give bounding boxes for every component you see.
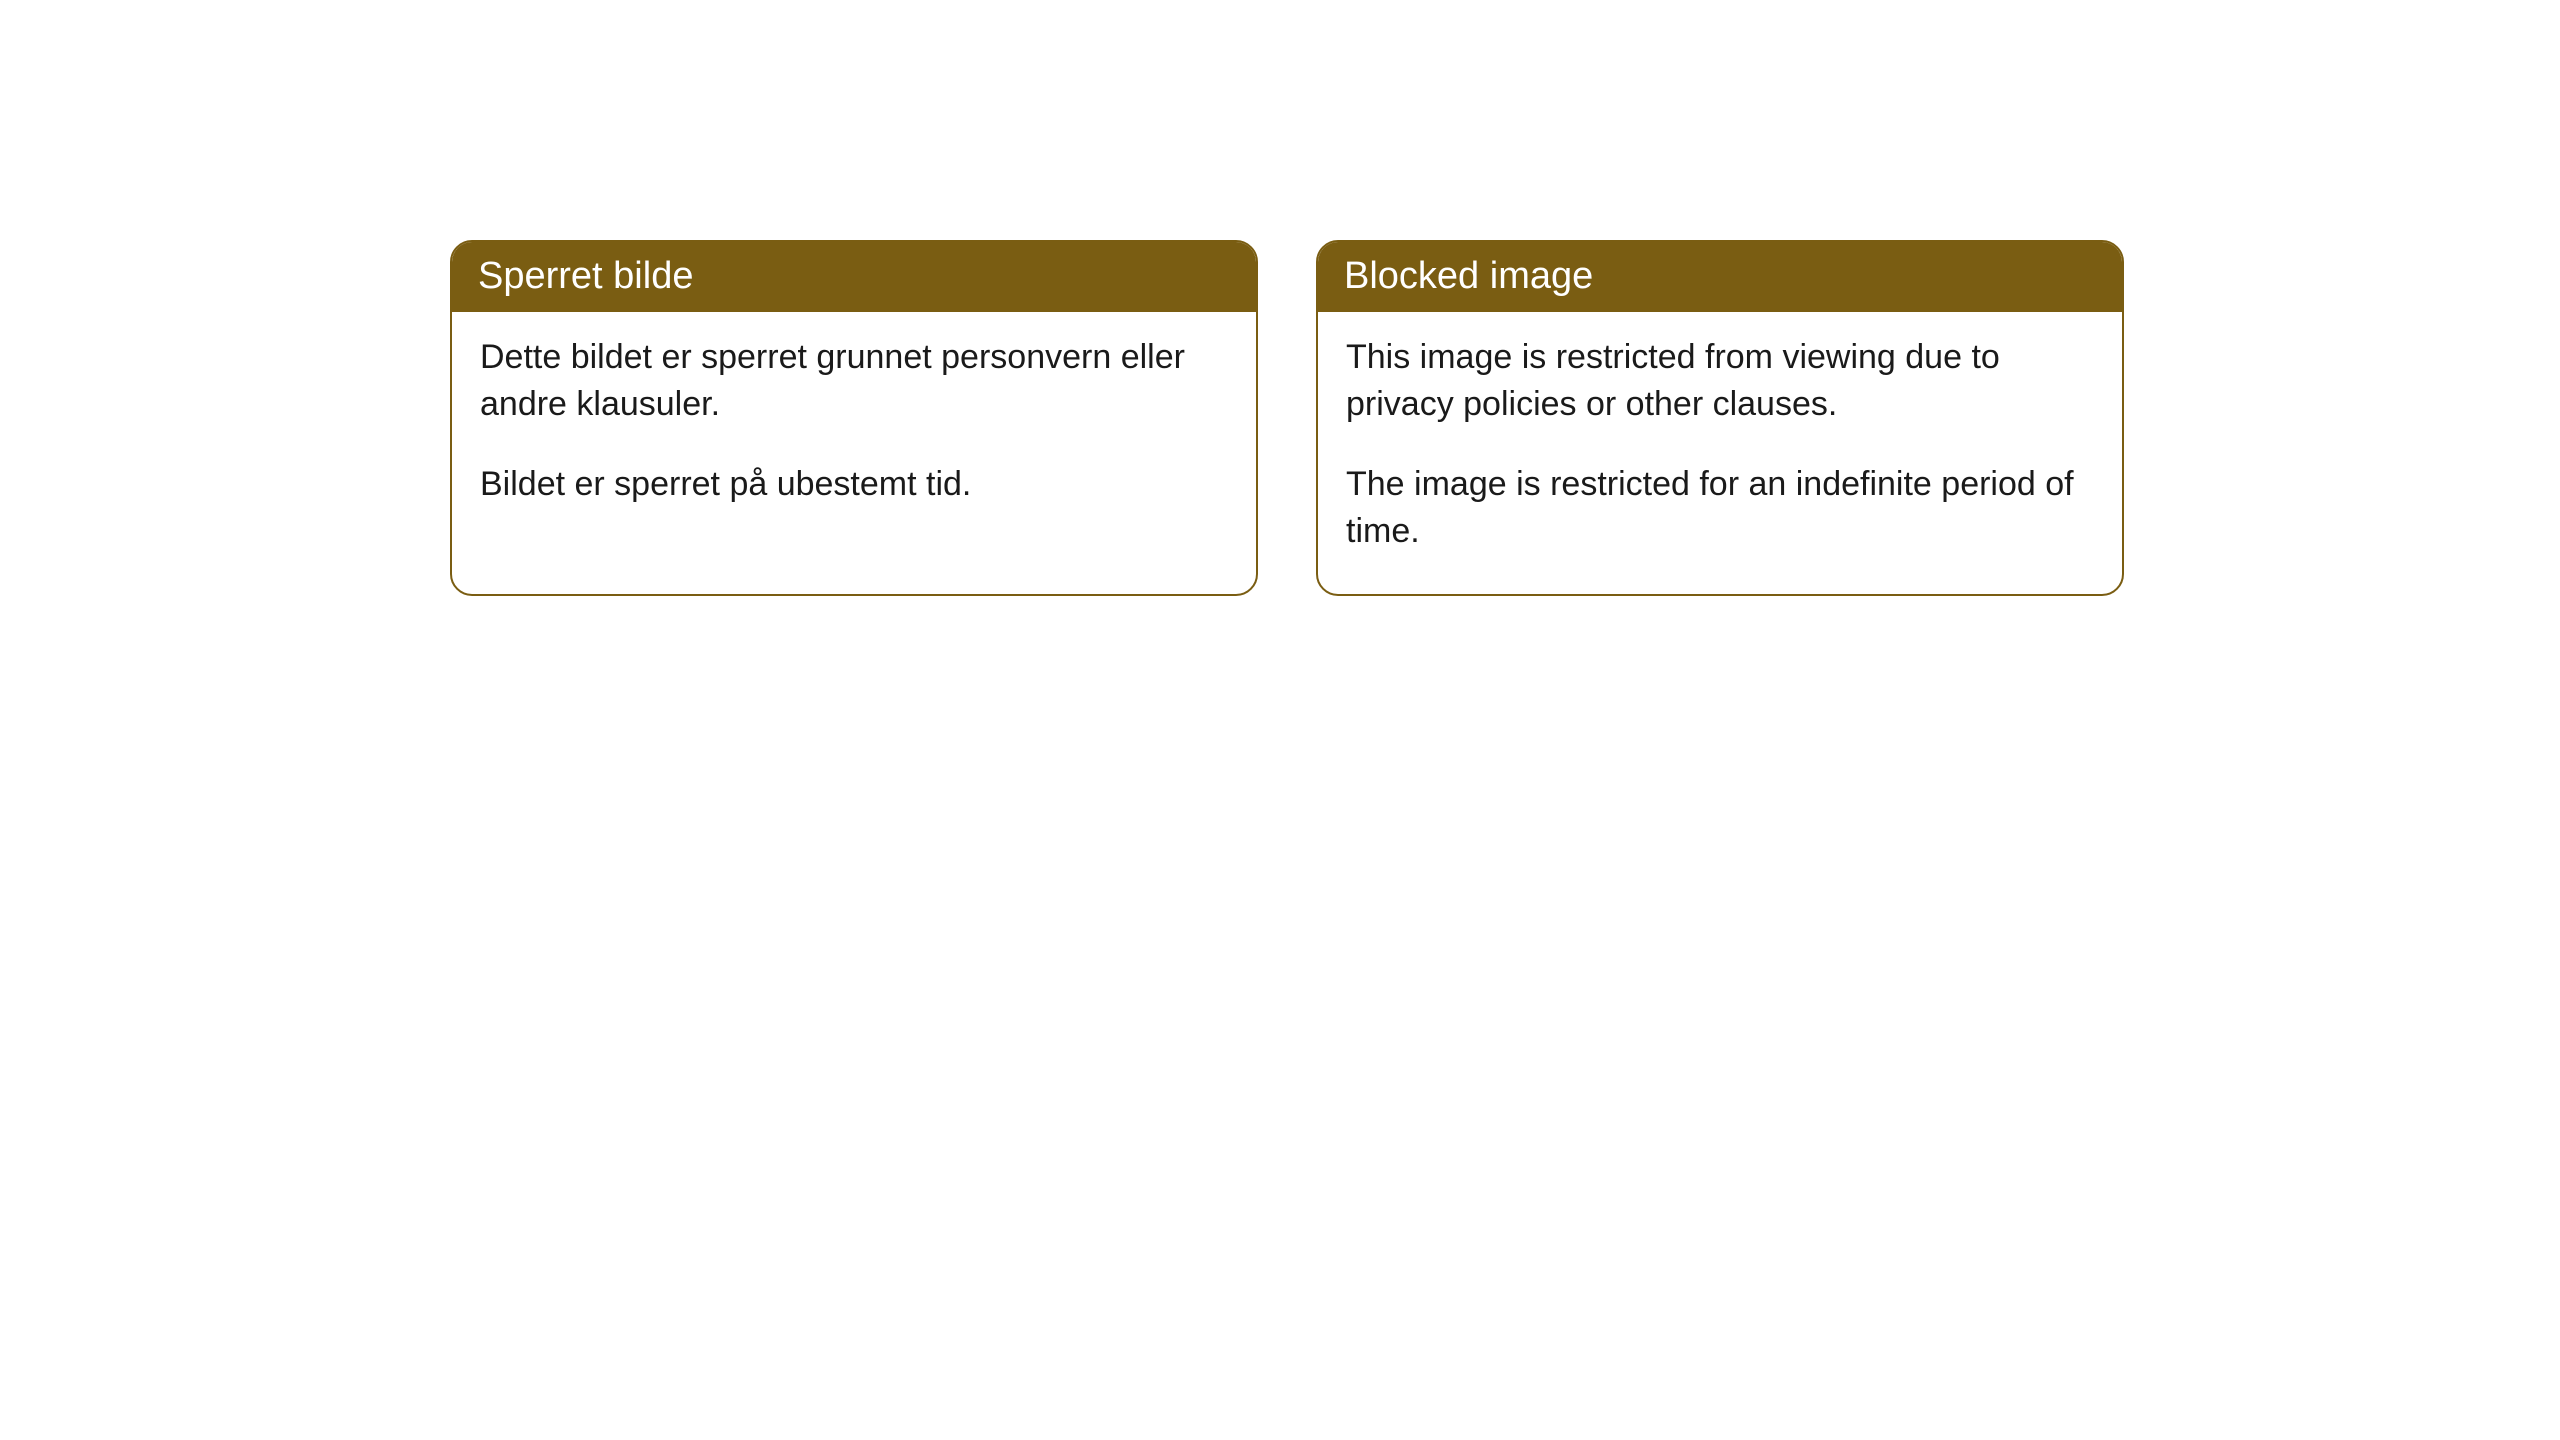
notice-header: Blocked image	[1318, 242, 2122, 312]
notice-text: Bildet er sperret på ubestemt tid.	[480, 461, 1228, 509]
notice-text: The image is restricted for an indefinit…	[1346, 461, 2094, 556]
notice-body: Dette bildet er sperret grunnet personve…	[452, 312, 1256, 547]
notice-body: This image is restricted from viewing du…	[1318, 312, 2122, 594]
notice-container: Sperret bilde Dette bildet er sperret gr…	[450, 240, 2124, 596]
notice-card-norwegian: Sperret bilde Dette bildet er sperret gr…	[450, 240, 1258, 596]
notice-text: This image is restricted from viewing du…	[1346, 334, 2094, 429]
notice-card-english: Blocked image This image is restricted f…	[1316, 240, 2124, 596]
notice-header: Sperret bilde	[452, 242, 1256, 312]
notice-text: Dette bildet er sperret grunnet personve…	[480, 334, 1228, 429]
